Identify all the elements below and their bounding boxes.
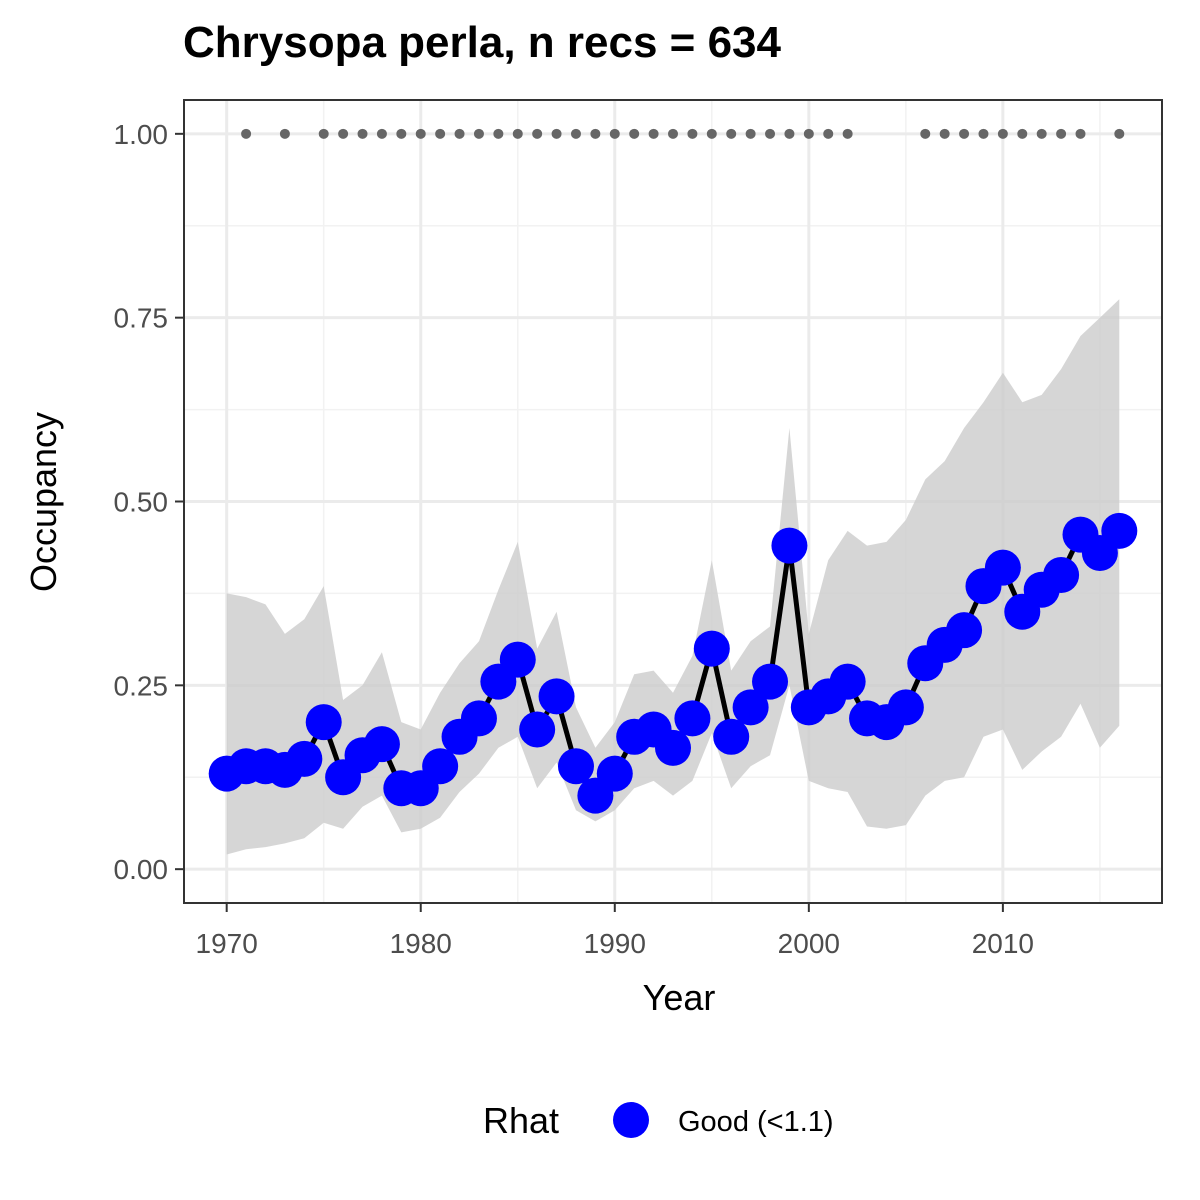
data-point	[363, 726, 400, 763]
x-tick-label: 1990	[584, 928, 646, 959]
data-point	[422, 748, 459, 785]
data-point	[887, 689, 924, 726]
data-point	[1101, 512, 1138, 549]
record-marker	[318, 128, 329, 139]
x-tick-label: 2010	[972, 928, 1034, 959]
record-years-markers	[241, 128, 1125, 139]
record-marker	[823, 128, 834, 139]
data-point	[829, 663, 866, 700]
record-marker	[473, 128, 484, 139]
data-point	[771, 527, 808, 564]
data-point	[655, 729, 691, 766]
record-marker	[706, 128, 717, 139]
record-marker	[1114, 128, 1125, 139]
data-point	[713, 718, 750, 755]
record-marker	[1075, 128, 1086, 139]
record-marker	[687, 128, 698, 139]
legend-label: Good (<1.1)	[678, 1106, 834, 1138]
data-point	[946, 612, 983, 649]
record-marker	[997, 128, 1008, 139]
record-marker	[435, 128, 446, 139]
data-point	[557, 748, 594, 785]
data-point	[732, 689, 769, 726]
record-marker	[842, 128, 853, 139]
x-axis-ticks: 1970 1980 1990 2000 2010	[196, 903, 1034, 959]
record-marker	[493, 128, 504, 139]
record-marker	[454, 128, 465, 139]
y-tick-label: 0.75	[114, 303, 169, 334]
record-marker	[551, 128, 562, 139]
y-axis-ticks: 0.00 0.25 0.50 0.75 1.00	[114, 119, 184, 885]
data-point	[1043, 557, 1080, 594]
record-marker	[376, 128, 387, 139]
data-point	[305, 704, 342, 741]
data-point	[538, 678, 575, 715]
record-marker	[415, 128, 426, 139]
record-marker	[396, 128, 407, 139]
legend-title: Rhat	[483, 1100, 559, 1141]
record-marker	[512, 128, 523, 139]
data-point	[460, 700, 497, 737]
record-marker	[338, 128, 349, 139]
data-point	[693, 630, 730, 667]
y-tick-label: 1.00	[114, 119, 169, 150]
record-marker	[920, 128, 931, 139]
record-marker	[1056, 128, 1067, 139]
record-marker	[745, 128, 756, 139]
x-axis-title: Year	[643, 977, 716, 1018]
record-marker	[532, 128, 543, 139]
record-marker	[978, 128, 989, 139]
record-marker	[609, 128, 620, 139]
record-marker	[803, 128, 814, 139]
x-tick-label: 1980	[390, 928, 452, 959]
record-marker	[357, 128, 368, 139]
legend-key-point	[613, 1102, 649, 1138]
data-point	[286, 740, 323, 777]
record-marker	[570, 128, 581, 139]
data-point	[596, 755, 633, 792]
y-tick-label: 0.00	[114, 854, 169, 885]
record-marker	[590, 128, 601, 139]
record-marker	[784, 128, 795, 139]
record-marker	[241, 128, 252, 139]
data-point	[752, 663, 789, 700]
record-marker	[1036, 128, 1047, 139]
data-point	[519, 711, 556, 748]
series-points	[208, 512, 1138, 814]
record-marker	[726, 128, 737, 139]
y-tick-label: 0.50	[114, 487, 169, 518]
record-marker	[648, 128, 659, 139]
y-axis-title: Occupancy	[23, 412, 64, 592]
y-tick-label: 0.25	[114, 670, 169, 701]
record-marker	[668, 128, 678, 139]
record-marker	[1017, 128, 1028, 139]
x-tick-label: 2000	[778, 928, 840, 959]
record-marker	[939, 128, 950, 139]
chart-title: Chrysopa perla, n recs = 634	[183, 18, 781, 67]
data-point	[499, 641, 536, 678]
record-marker	[279, 128, 290, 139]
legend: Rhat Good (<1.1)	[483, 1100, 834, 1141]
data-point	[984, 549, 1021, 586]
record-marker	[959, 128, 970, 139]
data-point	[674, 700, 711, 737]
record-marker	[765, 128, 776, 139]
x-tick-label: 1970	[196, 928, 258, 959]
record-marker	[629, 128, 640, 139]
